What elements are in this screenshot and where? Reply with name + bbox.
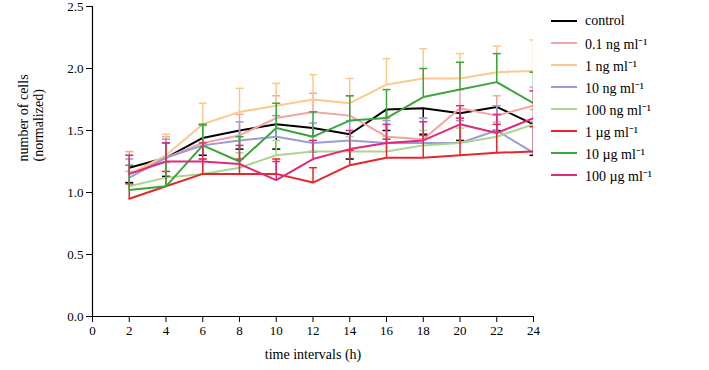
- svg-text:1.0: 1.0: [67, 185, 83, 200]
- html-text:1 µg ml⁻¹: 1 µg ml⁻¹: [585, 124, 638, 140]
- svg-text:1.5: 1.5: [67, 123, 83, 138]
- html-text:10 ng ml⁻¹: 10 ng ml⁻¹: [585, 80, 644, 96]
- svg-text:10: 10: [270, 323, 283, 338]
- html-text:10 µg ml⁻¹: 10 µg ml⁻¹: [585, 146, 645, 162]
- html-text:100 µg ml⁻¹: 100 µg ml⁻¹: [585, 168, 652, 184]
- svg-text:0: 0: [89, 323, 96, 338]
- svg-text:14: 14: [343, 323, 357, 338]
- html-text:0.1 ng ml⁻¹: 0.1 ng ml⁻¹: [585, 36, 648, 52]
- svg-text:2: 2: [126, 323, 133, 338]
- svg-text:22: 22: [490, 323, 503, 338]
- svg-text:2.5: 2.5: [67, 0, 83, 14]
- svg-text:0.5: 0.5: [67, 247, 83, 262]
- svg-text:number of cells(normalized): number of cells(normalized): [16, 74, 47, 161]
- html-text:100 ng ml⁻¹: 100 ng ml⁻¹: [585, 102, 651, 118]
- svg-text:8: 8: [236, 323, 243, 338]
- svg-text:0.0: 0.0: [67, 309, 83, 324]
- svg-text:18: 18: [417, 323, 430, 338]
- svg-text:12: 12: [307, 323, 320, 338]
- svg-text:time intervals (h): time intervals (h): [265, 347, 362, 363]
- svg-text:24: 24: [527, 323, 541, 338]
- svg-text:4: 4: [163, 323, 170, 338]
- html-text:1 ng ml⁻¹: 1 ng ml⁻¹: [585, 58, 637, 74]
- svg-text:16: 16: [380, 323, 394, 338]
- svg-text:20: 20: [454, 323, 467, 338]
- svg-text:6: 6: [200, 323, 207, 338]
- html-text:control: control: [585, 13, 625, 28]
- svg-text:2.0: 2.0: [67, 61, 83, 76]
